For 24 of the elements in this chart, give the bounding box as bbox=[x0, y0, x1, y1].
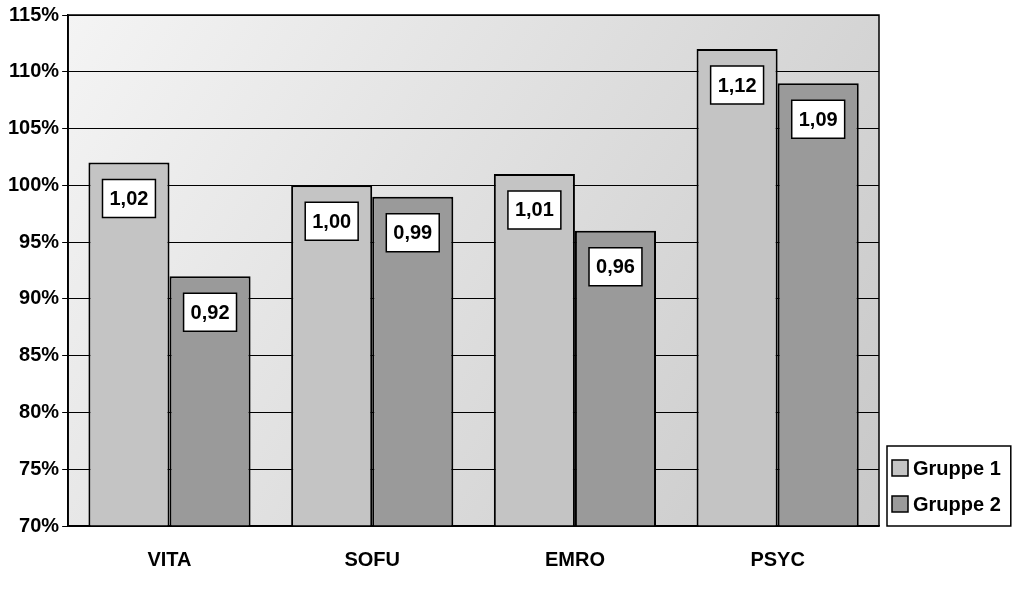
data-label: 1,00 bbox=[312, 209, 352, 232]
y-tick-label: 95% bbox=[19, 229, 60, 252]
x-tick-label: SOFU bbox=[344, 547, 400, 570]
data-label: 1,12 bbox=[717, 73, 757, 96]
y-tick-label: 85% bbox=[19, 343, 60, 366]
y-tick-label: 110% bbox=[9, 59, 60, 82]
y-tick-label: 75% bbox=[19, 456, 60, 479]
x-tick-label: PSYC bbox=[750, 547, 805, 570]
y-tick-label: 115% bbox=[9, 2, 60, 25]
y-tick-label: 80% bbox=[19, 399, 60, 422]
y-tick-label: 105% bbox=[8, 116, 60, 139]
x-tick-label: VITA bbox=[147, 547, 192, 570]
data-label: 1,01 bbox=[514, 198, 554, 221]
data-label: 1,02 bbox=[109, 187, 149, 210]
x-tick-label: EMRO bbox=[544, 547, 605, 570]
legend-label: Gruppe 1 bbox=[913, 456, 1001, 479]
y-tick-label: 70% bbox=[19, 513, 60, 536]
data-label: 1,09 bbox=[798, 107, 838, 130]
y-tick-label: 100% bbox=[8, 172, 60, 195]
y-tick-label: 90% bbox=[19, 286, 60, 309]
data-label: 0,99 bbox=[393, 221, 433, 244]
legend-label: Gruppe 2 bbox=[913, 492, 1001, 515]
data-label: 0,96 bbox=[596, 255, 635, 278]
data-label: 0,92 bbox=[190, 300, 230, 323]
